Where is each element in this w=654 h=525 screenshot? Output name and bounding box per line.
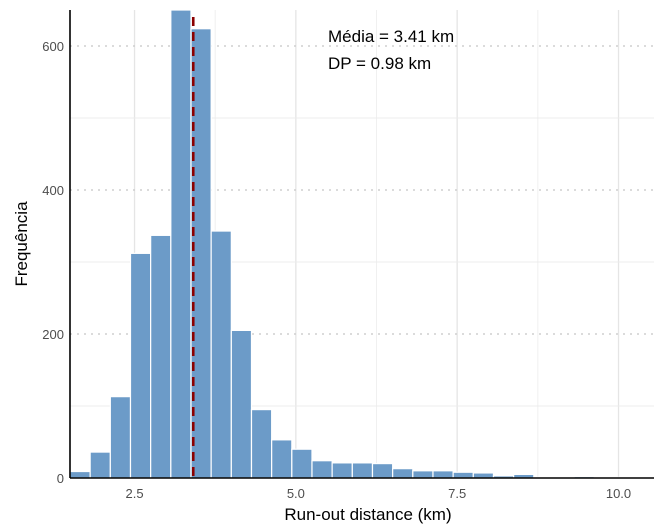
- y-axis-title: Frequência: [12, 201, 31, 287]
- histogram-bar: [230, 329, 253, 479]
- histogram-bar: [170, 9, 192, 479]
- grid-layer: [70, 10, 654, 478]
- histogram-bar: [311, 460, 333, 479]
- sd-annotation: DP = 0.98 km: [328, 54, 431, 73]
- histogram-bar: [89, 451, 111, 479]
- tick-labels-layer: 0 200 400 600 2.5 5.0 7.5 10.0: [42, 39, 631, 501]
- histogram-bar: [392, 468, 414, 479]
- histogram-bar: [351, 462, 374, 479]
- x-tick-label: 2.5: [125, 486, 143, 501]
- histogram-bar: [250, 409, 273, 479]
- histogram-bar: [331, 462, 353, 479]
- x-tick-label: 5.0: [287, 486, 305, 501]
- y-tick-label: 400: [42, 183, 64, 198]
- y-tick-label: 600: [42, 39, 64, 54]
- histogram-bar: [432, 470, 454, 479]
- histogram-bar: [371, 463, 394, 479]
- histogram-bar: [452, 471, 474, 479]
- histogram-bar: [69, 470, 91, 479]
- histogram-bar: [412, 470, 434, 479]
- axes-layer: [69, 10, 654, 479]
- histogram-bar: [271, 439, 293, 479]
- histogram-bar: [291, 448, 313, 479]
- x-tick-label: 10.0: [606, 486, 631, 501]
- y-tick-label: 0: [57, 471, 64, 486]
- x-tick-label: 7.5: [448, 486, 466, 501]
- histogram-bar: [150, 234, 172, 479]
- bars-layer: [69, 9, 654, 479]
- x-axis-title: Run-out distance (km): [284, 505, 451, 524]
- histogram-bar: [129, 252, 152, 479]
- y-tick-label: 200: [42, 327, 64, 342]
- histogram-bar: [109, 396, 132, 479]
- histogram-bar: [210, 230, 232, 479]
- mean-annotation: Média = 3.41 km: [328, 27, 454, 46]
